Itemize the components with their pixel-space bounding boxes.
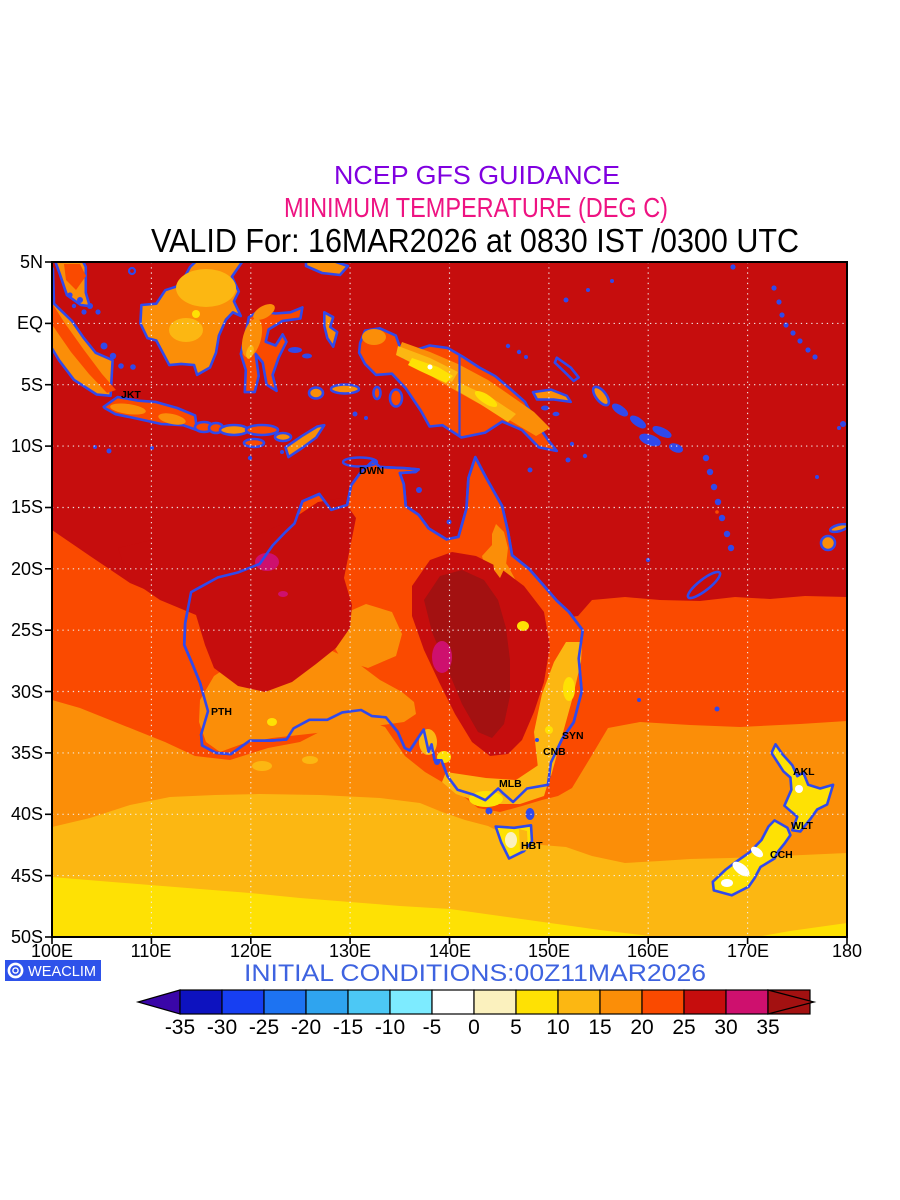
svg-text:15: 15 <box>588 1016 611 1039</box>
svg-text:25: 25 <box>672 1016 695 1039</box>
svg-text:5S: 5S <box>21 375 43 395</box>
svg-text:-20: -20 <box>291 1016 321 1039</box>
svg-text:JKT: JKT <box>121 389 141 401</box>
svg-text:CNB: CNB <box>543 746 566 758</box>
svg-text:150E: 150E <box>528 941 570 961</box>
svg-text:PTH: PTH <box>211 706 232 718</box>
svg-text:5: 5 <box>510 1016 522 1039</box>
svg-text:35S: 35S <box>11 743 43 763</box>
svg-text:35: 35 <box>756 1016 779 1039</box>
svg-text:120E: 120E <box>230 941 272 961</box>
svg-text:10: 10 <box>546 1016 569 1039</box>
svg-text:10S: 10S <box>11 436 43 456</box>
svg-text:NCEP GFS GUIDANCE: NCEP GFS GUIDANCE <box>334 160 620 190</box>
svg-text:20: 20 <box>630 1016 653 1039</box>
svg-text:30: 30 <box>714 1016 737 1039</box>
svg-text:-15: -15 <box>333 1016 363 1039</box>
svg-text:MLB: MLB <box>499 778 522 790</box>
svg-text:170E: 170E <box>727 941 769 961</box>
svg-text:MINIMUM TEMPERATURE (DEG C): MINIMUM TEMPERATURE (DEG C) <box>284 192 668 223</box>
svg-text:30S: 30S <box>11 682 43 702</box>
svg-text:INITIAL CONDITIONS:00Z11MAR202: INITIAL CONDITIONS:00Z11MAR2026 <box>244 960 706 987</box>
svg-text:20S: 20S <box>11 559 43 579</box>
svg-text:-10: -10 <box>375 1016 405 1039</box>
svg-text:-5: -5 <box>423 1016 442 1039</box>
svg-text:-25: -25 <box>249 1016 279 1039</box>
svg-text:50S: 50S <box>11 927 43 947</box>
svg-text:140E: 140E <box>429 941 471 961</box>
svg-text:-30: -30 <box>207 1016 237 1039</box>
svg-text:0: 0 <box>468 1016 480 1039</box>
svg-text:40S: 40S <box>11 804 43 824</box>
svg-text:EQ: EQ <box>17 313 43 333</box>
svg-text:160E: 160E <box>627 941 669 961</box>
svg-text:5N: 5N <box>20 252 43 272</box>
svg-text:130E: 130E <box>329 941 371 961</box>
svg-text:25S: 25S <box>11 620 43 640</box>
svg-text:100E: 100E <box>31 941 73 961</box>
svg-text:-35: -35 <box>165 1016 195 1039</box>
svg-text:110E: 110E <box>131 941 172 961</box>
svg-text:VALID For: 16MAR2026 at 0830 I: VALID For: 16MAR2026 at 0830 IST /0300 U… <box>151 222 799 259</box>
svg-text:DWN: DWN <box>359 465 384 477</box>
svg-text:WLT: WLT <box>791 820 814 832</box>
svg-text:15S: 15S <box>11 497 43 517</box>
svg-text:AKL: AKL <box>793 766 815 778</box>
svg-text:HBT: HBT <box>521 840 543 852</box>
svg-text:WEACLIM: WEACLIM <box>28 964 96 980</box>
svg-text:45S: 45S <box>11 866 43 886</box>
svg-text:SYN: SYN <box>562 730 584 742</box>
svg-text:CCH: CCH <box>770 849 793 861</box>
svg-text:180: 180 <box>832 941 862 961</box>
